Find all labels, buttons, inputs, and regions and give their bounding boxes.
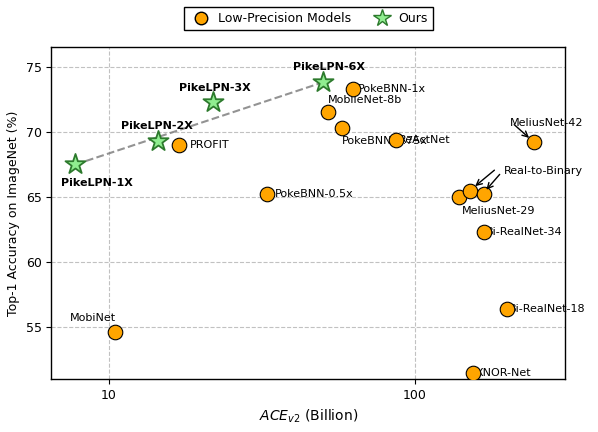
Legend: Low-Precision Models, Ours: Low-Precision Models, Ours	[184, 7, 432, 30]
X-axis label: $ACE_{v2}$ (Billion): $ACE_{v2}$ (Billion)	[258, 408, 358, 425]
Text: PikeLPN-6X: PikeLPN-6X	[293, 62, 365, 72]
Point	[263, 191, 272, 198]
Point	[392, 136, 401, 143]
Text: MobileNet-8b: MobileNet-8b	[328, 95, 402, 105]
Point	[468, 369, 478, 376]
Text: PokeBNN-1x: PokeBNN-1x	[358, 84, 426, 94]
Text: Bi-RealNet-34: Bi-RealNet-34	[486, 227, 563, 237]
Text: PikeLPN-3X: PikeLPN-3X	[179, 83, 251, 93]
Point	[153, 137, 163, 144]
Point	[479, 191, 489, 198]
Point	[110, 329, 120, 336]
Text: MobiNet: MobiNet	[70, 313, 117, 324]
Point	[318, 79, 327, 86]
Text: PokeBNN-0.5x: PokeBNN-0.5x	[275, 190, 354, 200]
Point	[349, 86, 358, 92]
Text: MeliusNet-42: MeliusNet-42	[510, 118, 584, 128]
Point	[71, 161, 80, 168]
Point	[209, 98, 218, 105]
Text: PikeLPN-1X: PikeLPN-1X	[61, 178, 133, 187]
Text: PROFIT: PROFIT	[190, 140, 230, 150]
Text: XNOR-Net: XNOR-Net	[475, 368, 531, 378]
Text: MeliusNet-29: MeliusNet-29	[462, 206, 536, 216]
Point	[323, 109, 332, 116]
Point	[174, 142, 184, 149]
Text: ReActNet: ReActNet	[399, 135, 451, 145]
Point	[479, 229, 489, 236]
Point	[337, 124, 347, 131]
Point	[529, 139, 539, 146]
Point	[502, 305, 512, 312]
Text: Bi-RealNet-18: Bi-RealNet-18	[509, 304, 585, 314]
Text: PikeLPN-2X: PikeLPN-2X	[121, 121, 193, 130]
Text: PokeBNN-0.75x: PokeBNN-0.75x	[342, 136, 428, 146]
Y-axis label: Top-1 Accuracy on ImageNet (%): Top-1 Accuracy on ImageNet (%)	[7, 111, 20, 316]
Point	[454, 194, 464, 200]
Point	[466, 187, 475, 194]
Text: Real-to-Binary: Real-to-Binary	[504, 166, 582, 176]
